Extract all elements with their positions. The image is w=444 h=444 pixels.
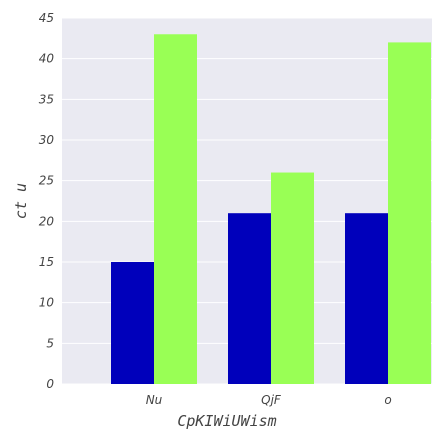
bar [111, 262, 154, 384]
y-tick-label: 20 [39, 214, 55, 228]
y-tick-label: 25 [39, 174, 54, 188]
bar [388, 42, 431, 385]
y-tick-label: 35 [39, 92, 54, 106]
x-tick-labels: Nu QjF o [146, 393, 392, 407]
bar [271, 172, 314, 384]
y-tick-label: 10 [39, 296, 55, 310]
x-tick-label: Nu [146, 393, 163, 407]
bar [228, 213, 271, 384]
y-tick-label: 5 [46, 336, 54, 350]
bars [111, 34, 431, 385]
y-tick-label: 30 [39, 133, 55, 147]
y-tick-label: 45 [39, 11, 54, 25]
y-tick-label: 40 [39, 52, 55, 66]
x-tick-label: o [384, 393, 391, 407]
x-tick-label: QjF [261, 393, 282, 407]
y-tick-label: 0 [46, 377, 54, 391]
y-tick-label: 15 [39, 255, 54, 269]
y-axis-label: ct u [12, 183, 30, 219]
bar [345, 213, 388, 384]
y-tick-labels: 0 5 10 15 20 25 30 35 40 45 [39, 11, 55, 391]
bar [154, 34, 197, 385]
x-axis-label: CpKIWiUWism [177, 412, 276, 430]
